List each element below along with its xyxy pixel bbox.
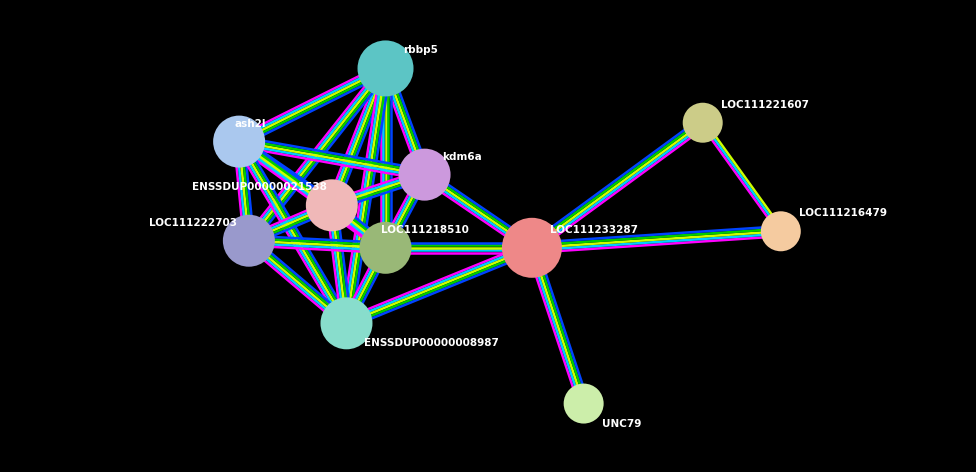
Circle shape xyxy=(213,116,265,168)
Text: UNC79: UNC79 xyxy=(601,419,641,429)
Circle shape xyxy=(320,297,373,349)
Circle shape xyxy=(357,41,414,96)
Circle shape xyxy=(564,384,603,423)
Text: ENSSDUP00000021538: ENSSDUP00000021538 xyxy=(192,182,327,192)
Circle shape xyxy=(502,218,562,278)
Text: LOC111222703: LOC111222703 xyxy=(149,218,237,228)
Circle shape xyxy=(359,222,412,274)
Text: LOC111216479: LOC111216479 xyxy=(798,208,887,218)
Circle shape xyxy=(398,149,451,201)
Text: LOC111221607: LOC111221607 xyxy=(720,100,809,110)
Circle shape xyxy=(761,211,800,251)
Circle shape xyxy=(305,179,358,231)
Circle shape xyxy=(683,103,722,143)
Text: ash2l: ash2l xyxy=(234,118,265,128)
Text: LOC111233287: LOC111233287 xyxy=(549,225,638,235)
Text: kdm6a: kdm6a xyxy=(442,152,482,161)
Circle shape xyxy=(223,215,275,267)
Text: rbbp5: rbbp5 xyxy=(403,45,438,55)
Text: LOC111218510: LOC111218510 xyxy=(381,225,468,235)
Text: ENSSDUP00000008987: ENSSDUP00000008987 xyxy=(364,338,500,348)
